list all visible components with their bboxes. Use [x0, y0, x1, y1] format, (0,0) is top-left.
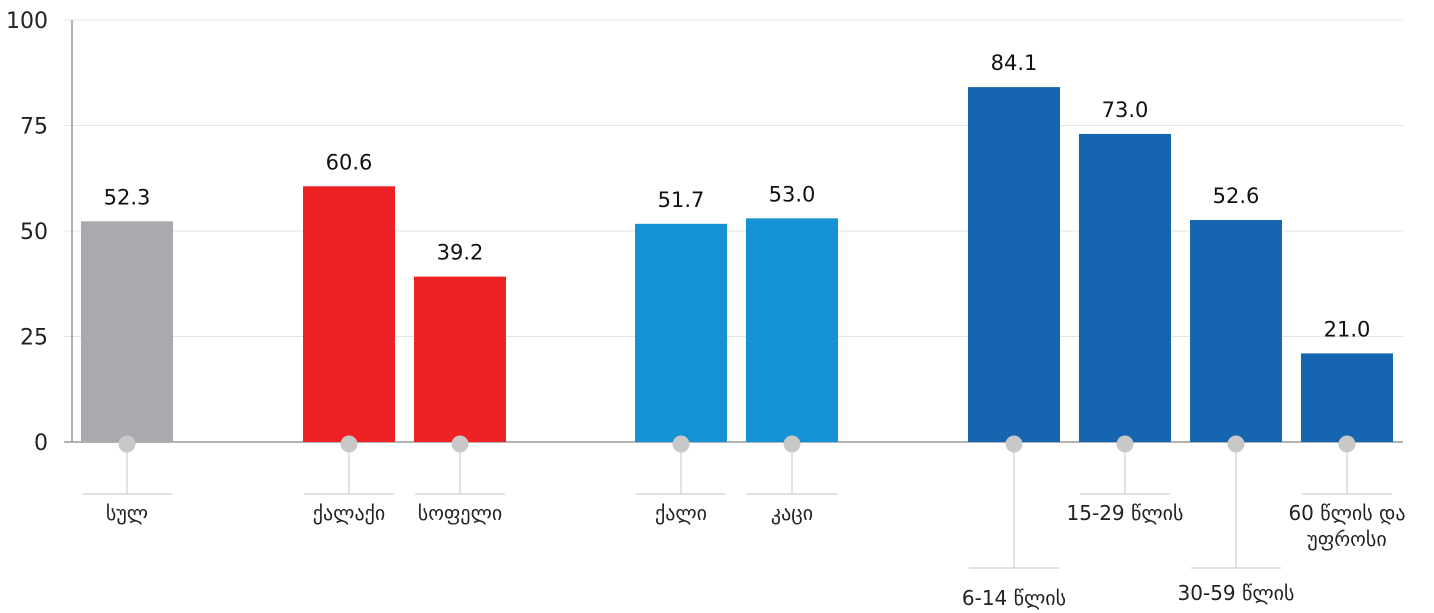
axis-dot: [783, 435, 801, 453]
value-label: 51.7: [658, 188, 705, 212]
value-label: 39.2: [437, 241, 484, 265]
value-label: 73.0: [1102, 98, 1149, 122]
axis-dot: [118, 435, 136, 453]
axis-dot: [1338, 435, 1356, 453]
category-label: კაცი: [771, 501, 813, 525]
axis-dot: [451, 435, 469, 453]
bar: [1079, 133, 1171, 442]
category-label: 6-14 წლის: [962, 586, 1066, 610]
value-label: 52.6: [1213, 184, 1260, 208]
axis-dot: [1005, 435, 1023, 453]
value-label: 21.0: [1324, 317, 1371, 341]
category-label: ქალაქი: [313, 501, 385, 525]
bar: [81, 221, 173, 442]
axis-dot: [1227, 435, 1245, 453]
bar: [1301, 353, 1393, 442]
y-tick-label: 25: [20, 326, 48, 351]
value-label: 53.0: [769, 182, 816, 206]
bar: [635, 223, 727, 442]
y-axis: 0 25 50 75 100: [6, 9, 73, 456]
category-label: ქალი: [655, 501, 707, 525]
y-tick-label: 100: [6, 9, 48, 34]
y-tick-label: 50: [20, 220, 48, 245]
bar: [1190, 220, 1282, 442]
y-tick-label: 75: [20, 115, 48, 140]
axis-dot: [672, 435, 690, 453]
bar: [303, 186, 395, 442]
value-label: 84.1: [991, 51, 1038, 75]
label-connectors: [82, 435, 1392, 569]
category-label: სოფელი: [418, 501, 502, 525]
bar: [414, 276, 506, 442]
category-label: 60 წლის და უფროსი: [1288, 501, 1405, 551]
y-tick-label: 0: [34, 431, 48, 456]
category-label: 30-59 წლის: [1178, 581, 1295, 605]
value-label: 60.6: [326, 150, 373, 174]
value-label: 52.3: [104, 185, 151, 209]
axis-dot: [1116, 435, 1134, 453]
bar: [968, 87, 1060, 443]
grid-lines: [64, 19, 1403, 443]
axis-dot: [340, 435, 358, 453]
category-labels: სულ ქალაქი სოფელი ქალი კაცი 6-14 წლის 15-29 წლ…: [106, 501, 1406, 610]
category-label: 15-29 წლის: [1067, 501, 1184, 525]
bars: 52.3 60.6 39.2 51.7 53.0 84.1 73.0 52.6 21.0: [81, 51, 1393, 443]
bar: [746, 218, 838, 442]
category-label: სულ: [106, 501, 148, 525]
